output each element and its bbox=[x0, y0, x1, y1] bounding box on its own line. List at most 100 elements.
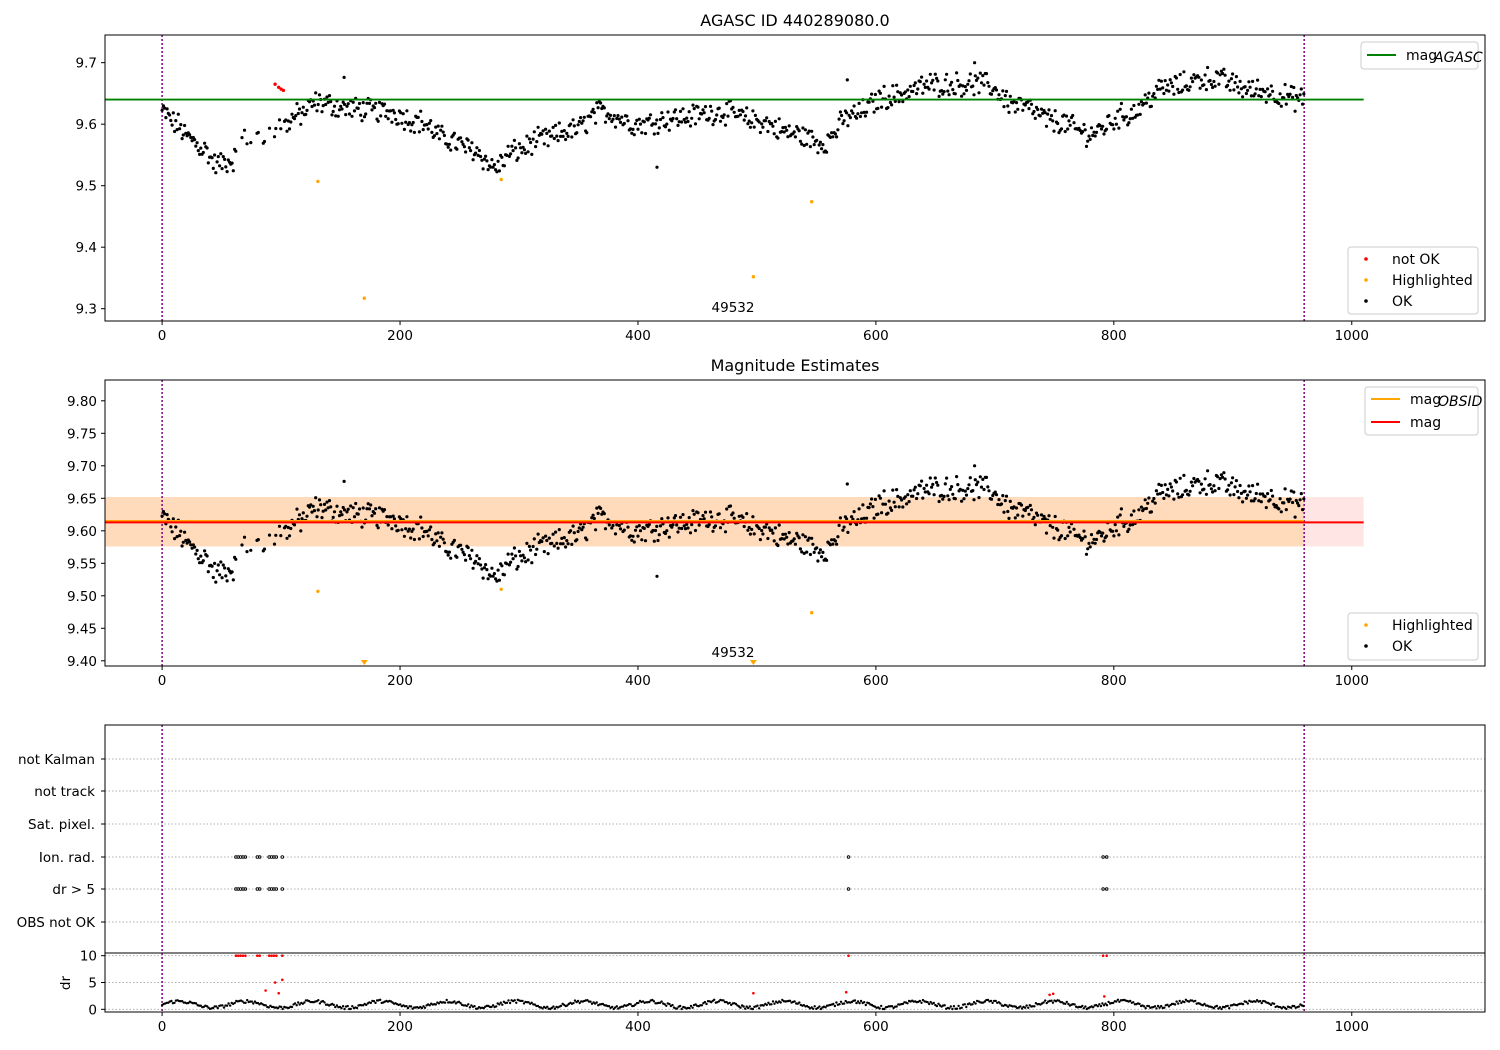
top-ok-point bbox=[1138, 112, 1142, 116]
top-ok-point bbox=[918, 80, 922, 84]
top-ok-point bbox=[1154, 84, 1158, 88]
top-ok-point bbox=[710, 109, 714, 113]
dr-ok-point bbox=[346, 1004, 349, 1008]
mid-ok-point bbox=[211, 575, 215, 580]
top-ok-point bbox=[922, 82, 926, 86]
top-ok-point bbox=[661, 116, 665, 120]
mid-ok-point bbox=[412, 537, 416, 542]
mid-ok-point bbox=[1283, 487, 1287, 491]
mid-ok-point bbox=[872, 516, 876, 520]
top-ok-point bbox=[240, 136, 244, 140]
top-ok-point bbox=[633, 122, 638, 126]
mid-ok-point bbox=[385, 515, 389, 519]
mid-ok-point bbox=[892, 500, 896, 504]
mid-ok-point bbox=[1013, 516, 1017, 520]
dr-ok-point bbox=[952, 1005, 956, 1008]
top-ok-point bbox=[1064, 114, 1069, 118]
mid-ok-point bbox=[311, 504, 315, 508]
top-ok-point bbox=[287, 127, 292, 131]
dr-ok-point bbox=[246, 998, 249, 1002]
top-ok-point bbox=[390, 120, 394, 124]
mid-ok-point bbox=[833, 539, 838, 543]
top-ok-point bbox=[434, 125, 438, 129]
dr-ok-point bbox=[406, 1006, 410, 1010]
mid-ok-point bbox=[766, 536, 770, 541]
top-ok-point bbox=[479, 154, 483, 159]
top-ok-point bbox=[685, 116, 689, 120]
dr-ok-point bbox=[281, 1007, 284, 1011]
mid-ok-point bbox=[1231, 476, 1235, 480]
top-ok-point bbox=[466, 138, 470, 142]
mid-ok-point bbox=[1164, 493, 1168, 497]
top-ok-point bbox=[963, 85, 967, 89]
mid-ok-point bbox=[966, 487, 970, 491]
top-ok-point bbox=[1256, 78, 1260, 82]
top-ok-point bbox=[887, 94, 891, 98]
top-ok-point bbox=[1211, 85, 1215, 90]
mid-highlighted-point bbox=[316, 589, 320, 593]
dr-not-ok-point bbox=[239, 954, 242, 957]
top-ok-point bbox=[315, 109, 319, 113]
mid-ok-point bbox=[997, 498, 1001, 502]
mid-ok-point bbox=[1199, 482, 1203, 486]
mid-ok-point bbox=[530, 561, 534, 565]
top-ok-point bbox=[360, 119, 364, 123]
top-highlighted-point bbox=[751, 275, 756, 279]
mid-ok-point bbox=[514, 554, 518, 558]
dr-not-ok-point bbox=[1101, 954, 1105, 957]
mid-ok-point bbox=[862, 516, 866, 520]
mid-ok-point bbox=[441, 537, 445, 541]
dr-ok-point bbox=[745, 1005, 748, 1008]
mid-ok-point bbox=[391, 514, 395, 518]
top-ok-point bbox=[272, 135, 277, 139]
top-ok-point bbox=[559, 134, 563, 138]
dr-ok-point bbox=[476, 1007, 479, 1010]
dr-ok-point bbox=[253, 1000, 257, 1003]
top-ok-point bbox=[1217, 82, 1221, 86]
top-ok-point bbox=[170, 123, 174, 127]
dr-ok-point bbox=[951, 1007, 954, 1011]
dr-not-ok-point bbox=[255, 954, 259, 957]
top-ok-point bbox=[701, 108, 705, 112]
mid-ok-point bbox=[696, 511, 700, 515]
top-ok-point bbox=[220, 167, 224, 171]
top-ok-point bbox=[168, 113, 172, 117]
top-ok-point bbox=[960, 94, 964, 98]
mid-ok-point bbox=[883, 502, 888, 506]
top-ok-point bbox=[1164, 88, 1168, 92]
flags-point bbox=[274, 855, 279, 859]
top-line-legend bbox=[1360, 41, 1479, 70]
dr-ok-point bbox=[880, 1004, 883, 1008]
dr-xtick-label: 1000 bbox=[1335, 1019, 1369, 1035]
top-ok-point bbox=[967, 79, 971, 83]
mid-ok-point bbox=[230, 570, 234, 574]
mid-ok-point bbox=[682, 524, 686, 528]
dr-ok-point bbox=[572, 1001, 575, 1005]
dr-ok-point bbox=[1098, 1003, 1101, 1006]
mid-ok-point bbox=[656, 538, 660, 543]
dr-ok-point bbox=[878, 1007, 881, 1010]
top-ok-point bbox=[184, 131, 188, 135]
mid-ok-point bbox=[284, 524, 288, 528]
top-ok-point bbox=[577, 119, 581, 124]
top-ok-point bbox=[1152, 92, 1156, 96]
top-ok-point bbox=[845, 111, 849, 115]
mid-ok-point bbox=[908, 489, 912, 493]
top-legend-point-label: not OK bbox=[1392, 252, 1440, 268]
dr-ok-point bbox=[321, 999, 325, 1003]
top-ok-point bbox=[340, 107, 344, 111]
mid-ok-point bbox=[913, 485, 917, 489]
top-ok-point bbox=[916, 87, 920, 91]
top-ok-point bbox=[693, 122, 698, 126]
top-ok-point bbox=[402, 127, 406, 131]
top-ok-point bbox=[391, 108, 395, 112]
top-ok-point bbox=[429, 119, 433, 123]
top-ok-point bbox=[256, 130, 260, 135]
mid-ok-point bbox=[459, 543, 463, 547]
top-ok-point bbox=[1218, 73, 1222, 77]
mid-ok-point bbox=[547, 536, 551, 540]
top-ok-point bbox=[872, 110, 876, 114]
top-ok-point bbox=[175, 128, 179, 132]
mid-ok-point bbox=[675, 523, 679, 527]
